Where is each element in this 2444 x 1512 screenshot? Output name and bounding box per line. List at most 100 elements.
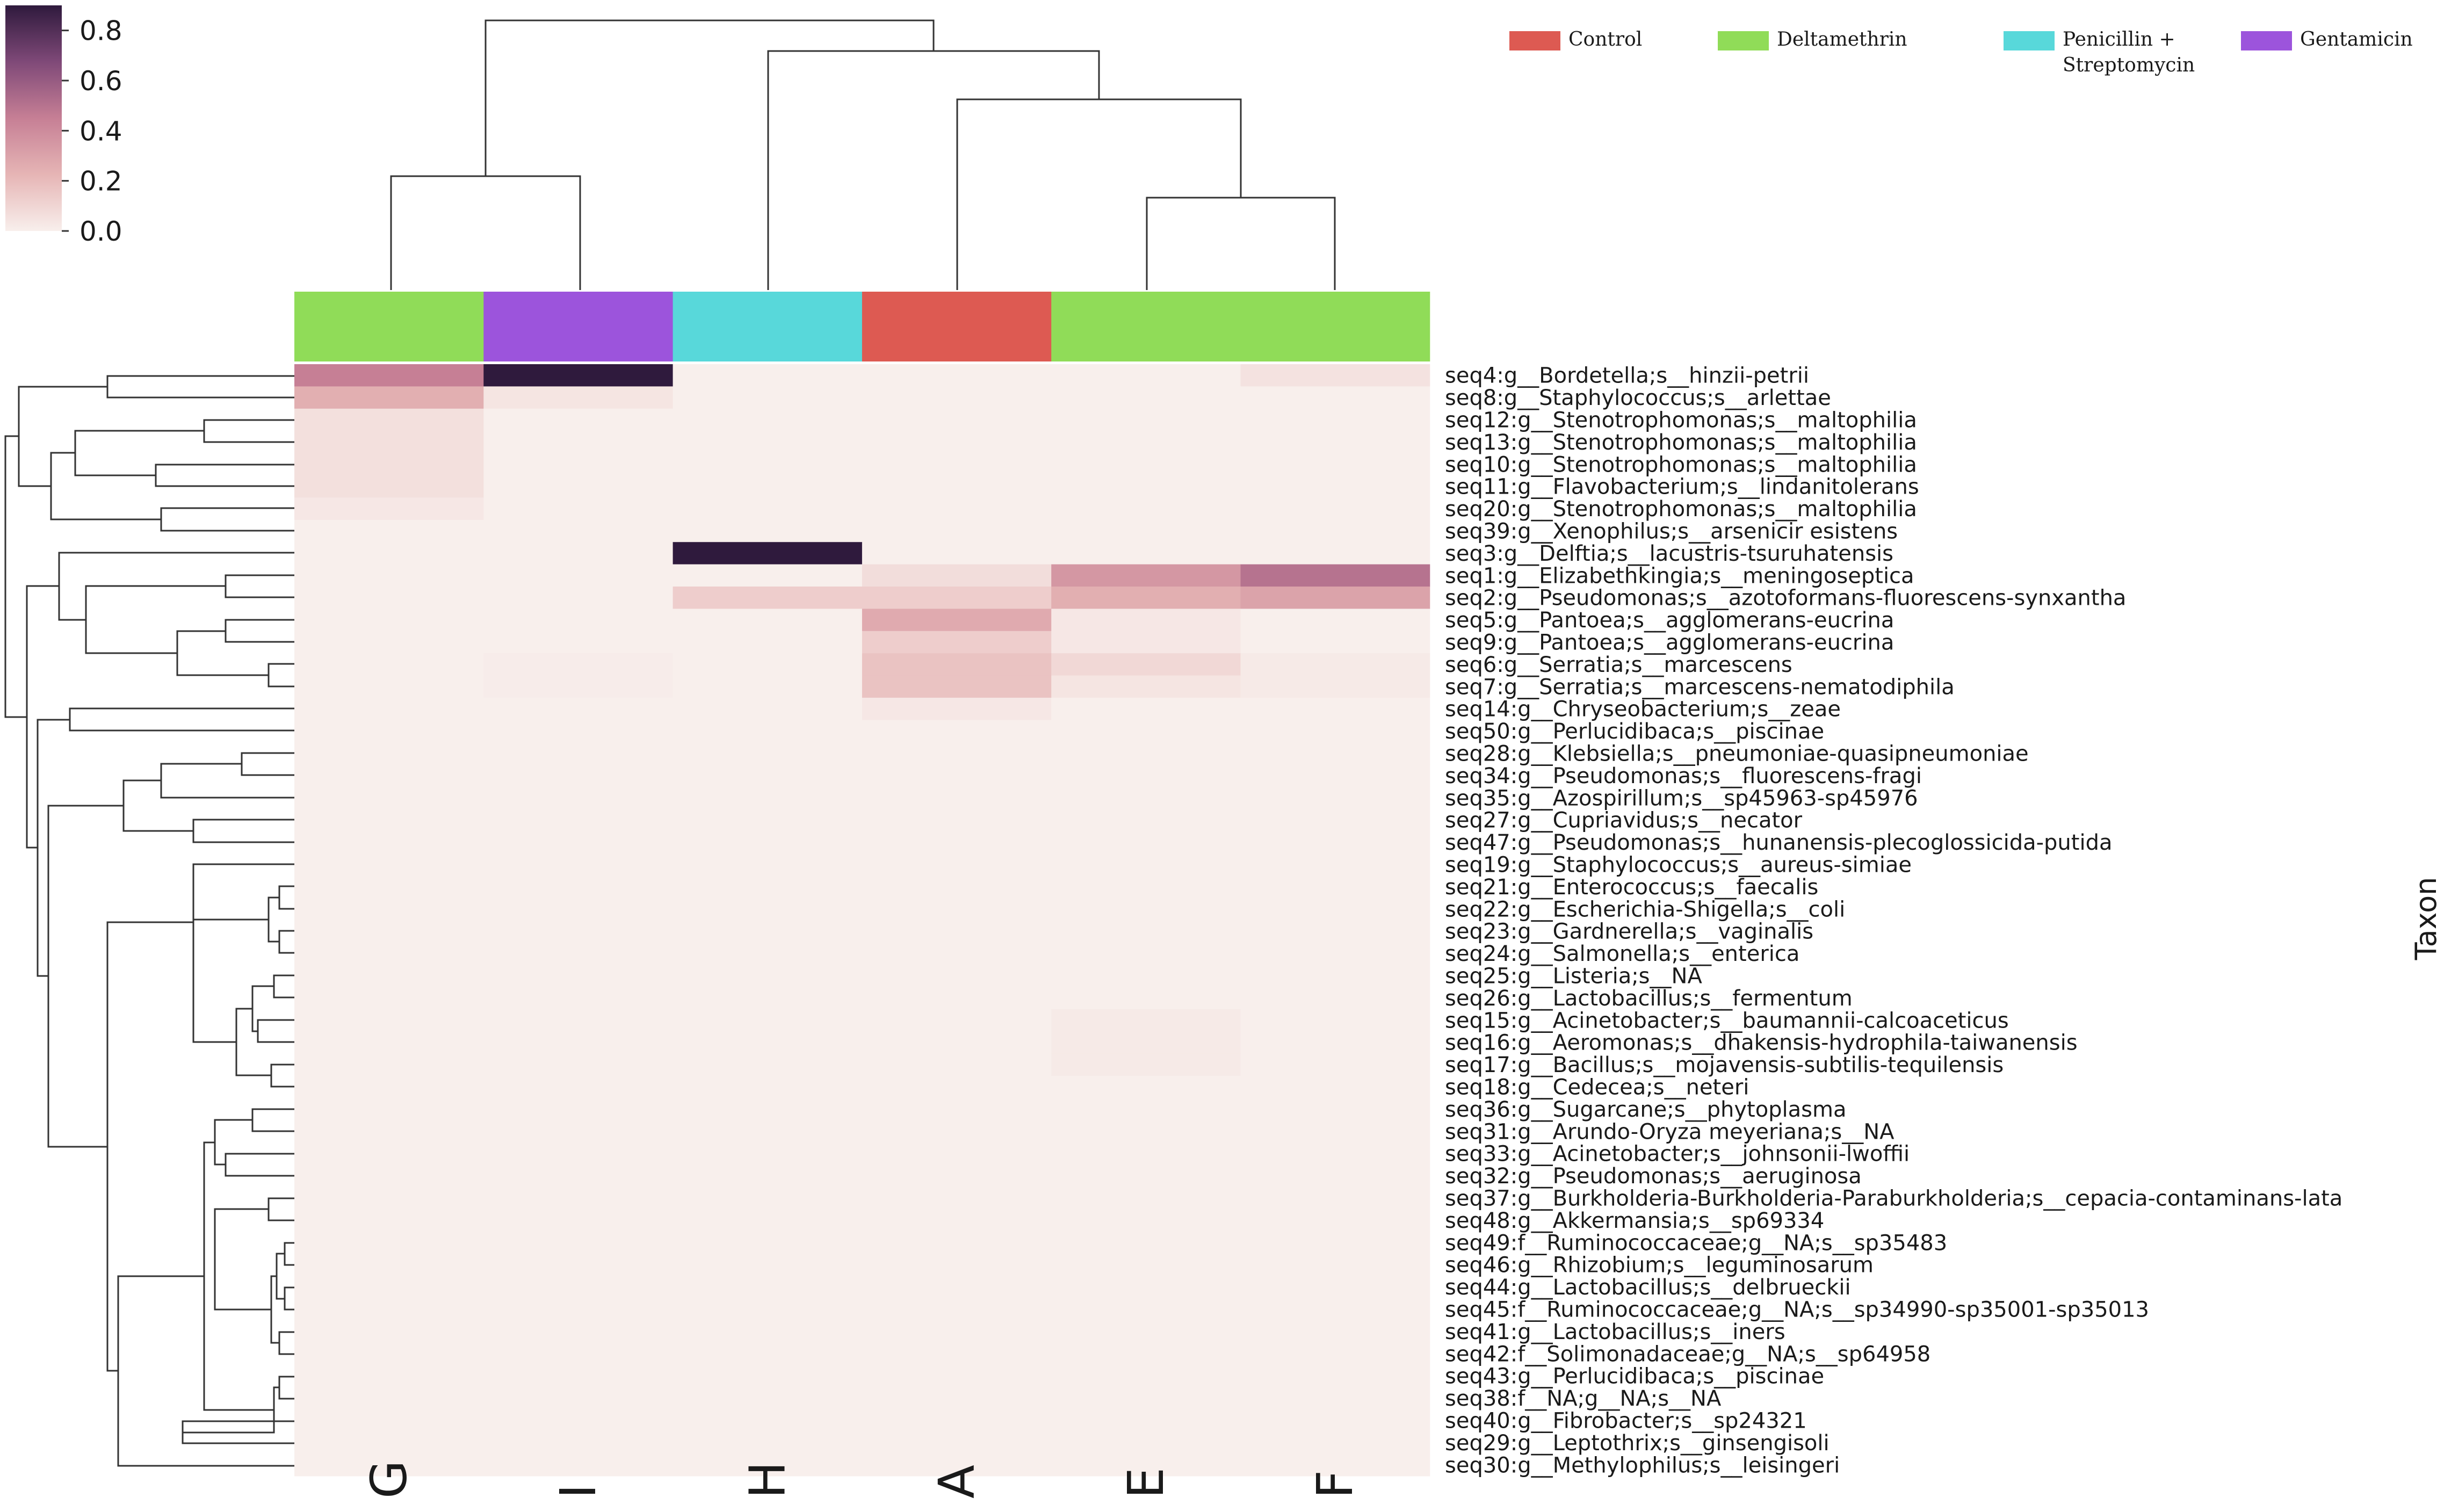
legend-label: Gentamicin — [2300, 28, 2413, 50]
row-label: seq13:g__Stenotrophomonas;s__maltophilia — [1445, 430, 1917, 455]
heatmap-cell — [1051, 764, 1241, 787]
heatmap-cell — [673, 1409, 863, 1432]
heatmap-cell — [673, 987, 863, 1010]
row-label: seq37:g__Burkholderia-Burkholderia-Parab… — [1445, 1187, 2342, 1211]
heatmap-cell — [673, 1209, 863, 1232]
heatmap-cell — [1051, 519, 1241, 542]
row-dendro-link — [85, 585, 226, 654]
heatmap-cell — [1240, 1009, 1430, 1032]
row-dendro-link — [192, 819, 294, 843]
heatmap-cell — [862, 1387, 1052, 1410]
row-label: seq15:g__Acinetobacter;s__baumannii-calc… — [1445, 1008, 2009, 1033]
heatmap-cell — [294, 764, 484, 787]
row-dendro-link — [50, 452, 161, 520]
heatmap-cell — [483, 1254, 674, 1276]
row-label: seq43:g__Perlucidibaca;s__piscinae — [1445, 1364, 1824, 1389]
colorbar-ticks: 0.8 0.6 0.4 0.2 0.0 — [62, 16, 122, 247]
heatmap-cell — [483, 364, 674, 387]
column-label-G: G — [360, 1460, 418, 1499]
heatmap-cell — [294, 987, 484, 1010]
heatmap-cell — [673, 1098, 863, 1121]
heatmap-cell — [1051, 609, 1241, 632]
row-dendro-link — [278, 930, 294, 954]
row-label: seq28:g__Klebsiella;s__pneumoniae-quasip… — [1445, 742, 2029, 766]
heatmap-cell — [862, 1365, 1052, 1387]
heatmap-cell — [1240, 519, 1430, 542]
legend-swatch — [1509, 31, 1560, 50]
legend: Control Deltamethrin Penicillin + Streptomy… — [1509, 28, 2413, 76]
heatmap-cell — [862, 542, 1052, 565]
heatmap-cell — [862, 564, 1052, 587]
heatmap-cell — [673, 1120, 863, 1143]
heatmap-cell — [673, 742, 863, 765]
heatmap-cell — [1240, 1187, 1430, 1210]
heatmap-cell — [294, 631, 484, 654]
heatmap-cell — [294, 964, 484, 987]
heatmap-cell — [294, 1431, 484, 1455]
heatmap-cell — [1240, 408, 1430, 431]
heatmap-cell — [862, 1142, 1052, 1165]
row-dendro-link — [69, 707, 294, 732]
heatmap-cell — [1051, 876, 1241, 899]
row-labels: seq4:g__Bordetella;s__hinzii-petriiseq8:… — [1445, 364, 2342, 1478]
heatmap-cell — [1240, 1342, 1430, 1365]
heatmap-cell — [1240, 1209, 1430, 1232]
heatmap-cell — [483, 475, 674, 498]
row-dendro-link — [284, 1286, 294, 1311]
row-label: seq48:g__Akkermansia;s__sp69334 — [1445, 1209, 1824, 1233]
heatmap-cell — [1051, 431, 1241, 454]
heatmap-cell — [673, 942, 863, 965]
heatmap-cell — [1051, 1320, 1241, 1343]
row-dendro-link — [267, 663, 294, 688]
colorbar-tick-label: 0.4 — [79, 115, 122, 147]
row-label: seq22:g__Escherichia-Shigella;s__coli — [1445, 897, 1845, 922]
row-label: seq49:f__Ruminococcaceae;g__NA;s__sp3548… — [1445, 1231, 1947, 1255]
heatmap-cell — [862, 1276, 1052, 1299]
row-dendro-link — [192, 863, 294, 981]
heatmap-cell — [483, 542, 674, 565]
heatmap-cell — [294, 542, 484, 565]
heatmap-cell — [294, 942, 484, 965]
heatmap-cell — [294, 675, 484, 698]
heatmap-cell — [1051, 1187, 1241, 1210]
heatmap-cell — [1051, 1298, 1241, 1321]
heatmap-cell — [862, 1098, 1052, 1121]
heatmap-cell — [862, 1298, 1052, 1321]
row-dendro-link — [251, 1108, 294, 1132]
row-label: seq7:g__Serratia;s__marcescens-nematodip… — [1445, 675, 1955, 699]
heatmap-cell — [1240, 1053, 1430, 1076]
heatmap-cell — [673, 764, 863, 787]
heatmap-cell — [483, 920, 674, 943]
row-dendro-link — [225, 574, 294, 598]
row-dendro-link — [276, 1253, 285, 1300]
row-dendro-link — [214, 1119, 252, 1166]
row-label: seq6:g__Serratia;s__marcescens — [1445, 653, 1792, 677]
heatmap-cell — [862, 609, 1052, 632]
heatmap-cell — [1051, 1254, 1241, 1276]
row-dendro-link — [270, 1275, 279, 1344]
heatmap-cell — [294, 1231, 484, 1254]
heatmap-cell — [483, 631, 674, 654]
heatmap-cell — [673, 964, 863, 987]
heatmap-cell — [1240, 542, 1430, 565]
heatmap-cell — [673, 809, 863, 831]
row-dendro-link — [225, 1153, 294, 1177]
heatmap-cell — [862, 831, 1052, 854]
column-label-F: F — [1306, 1470, 1364, 1499]
heatmap-cell — [1051, 942, 1241, 965]
heatmap-cell — [1051, 631, 1241, 654]
heatmap-cell — [1240, 831, 1430, 854]
heatmap-cell — [1051, 964, 1241, 987]
heatmap-cell — [483, 1298, 674, 1321]
heatmap-cell — [1051, 453, 1241, 476]
heatmap-cell — [294, 1342, 484, 1365]
row-dendro-link — [74, 430, 204, 476]
row-label: seq34:g__Pseudomonas;s__fluorescens-frag… — [1445, 764, 1922, 788]
row-label: seq42:f__Solimonadaceae;g__NA;s__sp64958 — [1445, 1342, 1930, 1366]
heatmap-cell — [673, 675, 863, 698]
heatmap-cell — [862, 631, 1052, 654]
heatmap-cell — [294, 431, 484, 454]
heatmap-cell — [294, 653, 484, 676]
heatmap-cell — [1240, 764, 1430, 787]
heatmap-cell — [1051, 408, 1241, 431]
